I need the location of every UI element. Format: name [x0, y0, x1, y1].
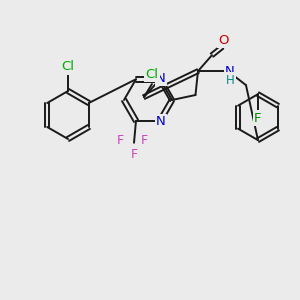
Text: Cl: Cl: [146, 68, 158, 81]
Text: N: N: [225, 64, 235, 78]
Text: Cl: Cl: [61, 61, 74, 74]
Text: F: F: [254, 112, 262, 124]
Text: H: H: [226, 74, 234, 87]
Text: F: F: [130, 148, 138, 161]
Text: N: N: [156, 115, 166, 128]
Text: N: N: [156, 72, 166, 85]
Text: O: O: [219, 34, 229, 46]
Text: F: F: [140, 134, 148, 147]
Text: F: F: [116, 134, 124, 147]
